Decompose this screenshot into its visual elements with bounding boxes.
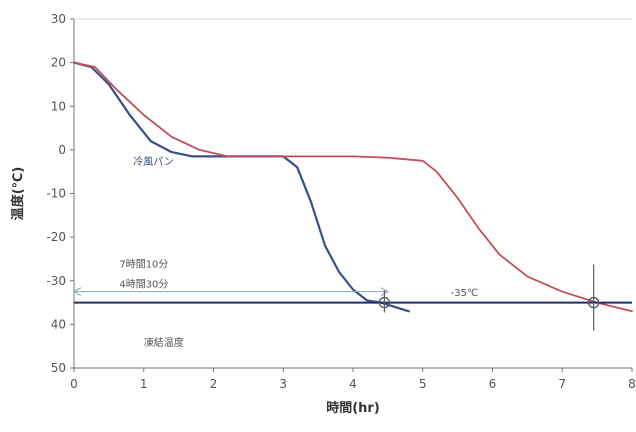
x-tick-label: 5 bbox=[419, 377, 427, 391]
x-tick-label: 6 bbox=[489, 377, 497, 391]
annotation-label: 冷風パン bbox=[133, 155, 174, 168]
annotation-label: 凍結温度 bbox=[144, 336, 184, 349]
x-tick-label: 4 bbox=[349, 377, 357, 391]
y-tick-label: 30 bbox=[51, 12, 66, 26]
x-tick-label: 0 bbox=[70, 377, 78, 391]
x-tick-label: 2 bbox=[210, 377, 218, 391]
span-arrow-head-right bbox=[380, 287, 389, 297]
x-tick-label: 3 bbox=[279, 377, 287, 391]
tick-labels: 0 1 2 3 4 5 6 7 8 30 20 10 0 -10 -20 -30 40 50 bbox=[46, 12, 635, 391]
reference-elements bbox=[72, 264, 632, 331]
y-tick-label: 20 bbox=[51, 56, 66, 70]
y-tick-label: -10 bbox=[46, 187, 66, 201]
x-tick-label: 8 bbox=[628, 377, 636, 391]
y-tick-label: -20 bbox=[46, 230, 66, 244]
x-axis-title: 時間(hr) bbox=[326, 400, 380, 416]
y-tick-label: 10 bbox=[51, 99, 66, 113]
y-tick-label: 0 bbox=[58, 143, 66, 157]
y-tick-label: -30 bbox=[46, 274, 66, 288]
annotation-label: 7時間10分 bbox=[119, 259, 168, 271]
annotation-label: -35℃ bbox=[451, 288, 479, 299]
y-tick-label: 40 bbox=[51, 317, 66, 331]
annotation-label: 4時間30分 bbox=[119, 278, 168, 290]
span-arrow-head-left bbox=[72, 287, 82, 297]
x-tick-label: 1 bbox=[140, 377, 148, 391]
y-tick-label: 50 bbox=[51, 361, 66, 375]
y-axis-title: 温度(℃) bbox=[10, 167, 26, 221]
series-lines bbox=[72, 61, 633, 313]
x-tick-label: 7 bbox=[558, 377, 566, 391]
series-line-2 bbox=[73, 61, 633, 313]
annotations: 冷風パン 7時間10分 4時間30分 -35℃ 凍結温度 bbox=[119, 155, 478, 349]
